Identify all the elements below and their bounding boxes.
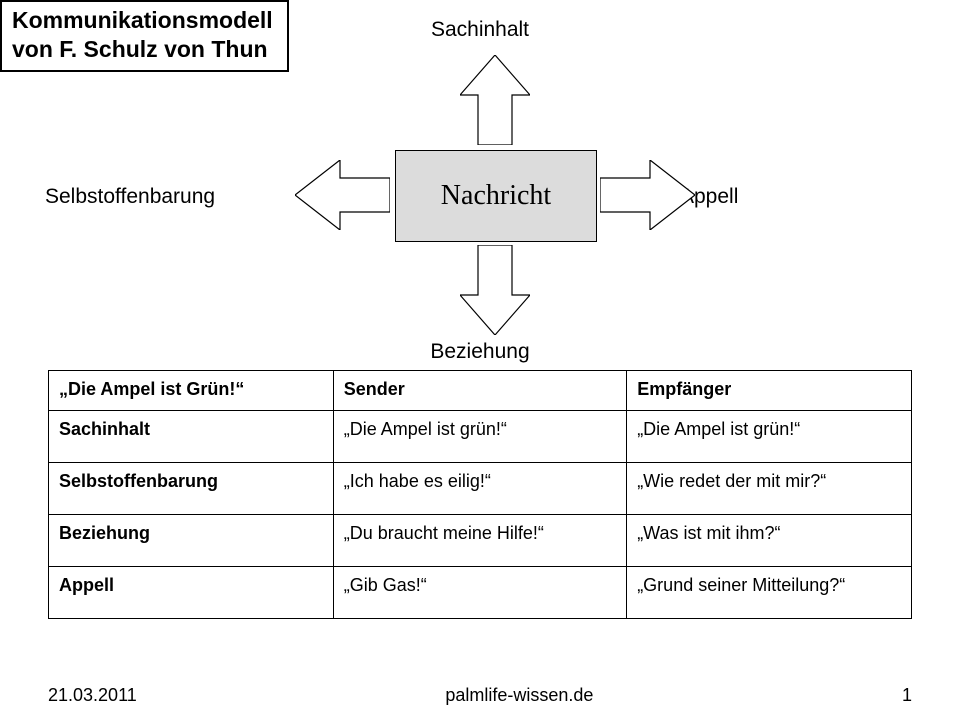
footer-date: 21.03.2011	[48, 685, 137, 706]
cell: „Wie redet der mit mir?“	[627, 463, 912, 515]
row-label: Sachinhalt	[49, 411, 334, 463]
row-label: Selbstoffenbarung	[49, 463, 334, 515]
table-row: Selbstoffenbarung „Ich habe es eilig!“ „…	[49, 463, 912, 515]
row-label: Beziehung	[49, 515, 334, 567]
message-label: Nachricht	[441, 180, 551, 212]
example-table-wrap: „Die Ampel ist Grün!“ Sender Empfänger S…	[48, 370, 912, 619]
cell: „Du braucht meine Hilfe!“	[333, 515, 626, 567]
col-header-2: Empfänger	[627, 371, 912, 411]
cell: „Was ist mit ihm?“	[627, 515, 912, 567]
arrow-left-shape	[295, 160, 390, 230]
footer-page: 1	[902, 685, 912, 706]
arrow-left-icon	[295, 160, 390, 230]
cell: „Grund seiner Mitteilung?“	[627, 567, 912, 619]
table-row: Beziehung „Du braucht meine Hilfe!“ „Was…	[49, 515, 912, 567]
arrow-right-shape	[600, 160, 695, 230]
cell: „Die Ampel ist grün!“	[333, 411, 626, 463]
example-table: „Die Ampel ist Grün!“ Sender Empfänger S…	[48, 370, 912, 619]
row-label: Appell	[49, 567, 334, 619]
cell: „Ich habe es eilig!“	[333, 463, 626, 515]
page: Kommunikationsmodell von F. Schulz von T…	[0, 0, 960, 720]
footer-source: palmlife-wissen.de	[445, 685, 593, 706]
thun-diagram: Sachinhalt Selbstoffenbarung Appell Bezi…	[0, 0, 960, 370]
arrow-up-shape	[460, 55, 530, 145]
label-selbstoffenbarung: Selbstoffenbarung	[45, 185, 215, 209]
col-header-0: „Die Ampel ist Grün!“	[49, 371, 334, 411]
cell: „Die Ampel ist grün!“	[627, 411, 912, 463]
footer: 21.03.2011 palmlife-wissen.de 1	[48, 685, 912, 706]
table-header-row: „Die Ampel ist Grün!“ Sender Empfänger	[49, 371, 912, 411]
message-box: Nachricht	[395, 150, 597, 242]
label-sachinhalt: Sachinhalt	[0, 18, 960, 42]
arrow-down-icon	[460, 245, 530, 335]
arrow-down-shape	[460, 245, 530, 335]
cell: „Gib Gas!“	[333, 567, 626, 619]
arrow-right-icon	[600, 160, 695, 230]
table-row: Appell „Gib Gas!“ „Grund seiner Mitteilu…	[49, 567, 912, 619]
col-header-1: Sender	[333, 371, 626, 411]
label-beziehung: Beziehung	[0, 340, 960, 364]
arrow-up-icon	[460, 55, 530, 145]
table-row: Sachinhalt „Die Ampel ist grün!“ „Die Am…	[49, 411, 912, 463]
